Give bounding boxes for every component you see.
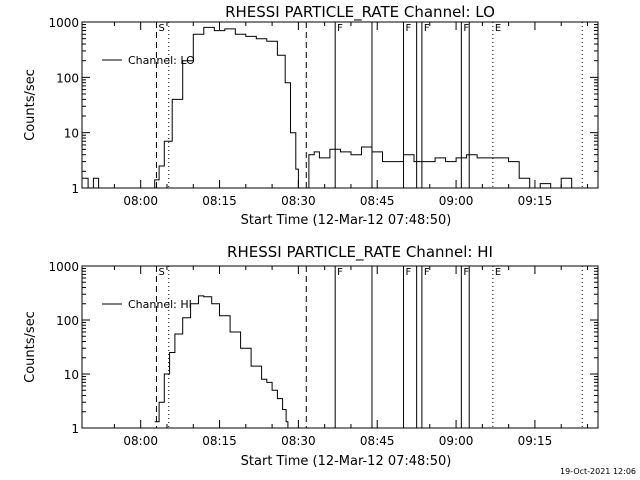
flag-label: F — [463, 267, 469, 278]
y-tick-label: 1 — [71, 182, 79, 196]
flag-label: F — [406, 267, 412, 278]
flag-label: F — [406, 23, 412, 34]
chart-panel-1: RHESSI PARTICLE_RATE Channel: LO 08:00 08:… — [23, 3, 599, 228]
y-axis-label: Counts/sec — [23, 311, 38, 383]
flag-label: F — [424, 23, 430, 34]
flag-label: F — [337, 267, 343, 278]
x-tick-label: 08:30 — [281, 194, 316, 208]
chart-title: RHESSI PARTICLE_RATE Channel: HI — [227, 243, 493, 262]
y-tick-label: 10 — [64, 127, 79, 141]
x-tick-label: 08:15 — [202, 434, 237, 448]
plot-frame — [81, 265, 599, 429]
series-line — [82, 26, 583, 189]
y-tick-label: 100 — [56, 71, 79, 85]
x-tick-label: 08:15 — [202, 194, 237, 208]
x-tick-label: 09:00 — [439, 434, 474, 448]
legend-label: Channel: LO — [128, 54, 195, 67]
y-tick-label: 1000 — [48, 16, 79, 30]
x-tick-label: 09:15 — [518, 434, 553, 448]
y-axis-label: Counts/sec — [23, 69, 38, 141]
flag-label: E — [495, 23, 501, 34]
flag-label: S — [158, 267, 164, 278]
x-tick-label: 08:00 — [123, 194, 158, 208]
x-tick-label: 09:15 — [518, 194, 553, 208]
flag-label: F — [463, 23, 469, 34]
flag-label: E — [495, 267, 501, 278]
y-tick-label: 10 — [64, 368, 79, 382]
flag-label: F — [337, 23, 343, 34]
y-tick-label: 100 — [56, 314, 79, 328]
chart-title: RHESSI PARTICLE_RATE Channel: LO — [225, 3, 495, 22]
chart-panel-2: RHESSI PARTICLE_RATE Channel: HI 08:00 08:… — [23, 243, 599, 469]
legend-label: Channel: HI — [128, 298, 192, 311]
flag-label: F — [424, 267, 430, 278]
plot-frame — [81, 21, 599, 189]
x-tick-label: 09:00 — [439, 194, 474, 208]
x-axis-label: Start Time (12-Mar-12 07:48:50) — [241, 213, 452, 228]
x-tick-label: 08:45 — [360, 434, 395, 448]
y-tick-label: 1 — [71, 422, 79, 436]
x-tick-label: 08:45 — [360, 194, 395, 208]
x-tick-label: 08:30 — [281, 434, 316, 448]
x-tick-label: 08:00 — [123, 434, 158, 448]
flag-label: S — [158, 23, 164, 34]
y-tick-label: 1000 — [48, 260, 79, 274]
x-axis-label: Start Time (12-Mar-12 07:48:50) — [241, 454, 452, 469]
plot-timestamp: 19-Oct-2021 12:06 — [560, 467, 636, 476]
series-line — [154, 295, 289, 428]
